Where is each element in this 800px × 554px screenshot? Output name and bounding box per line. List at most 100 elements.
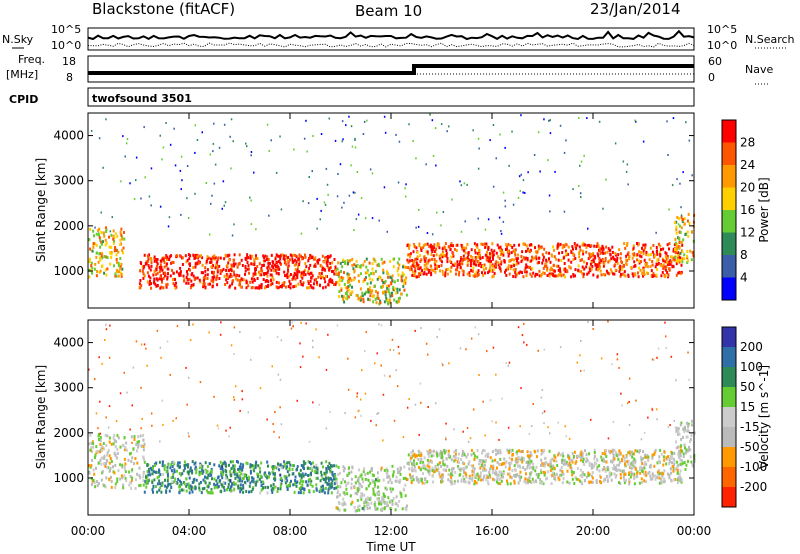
echo-cell <box>647 455 650 459</box>
echo-cell <box>487 247 490 251</box>
echo-cell <box>366 269 369 273</box>
echo-cell <box>592 252 595 256</box>
echo-cell <box>270 139 272 142</box>
echo-cell <box>412 260 415 264</box>
echo-cell <box>252 486 255 490</box>
echo-cell <box>646 261 649 265</box>
echo-cell <box>338 290 341 294</box>
echo-cell <box>454 262 457 266</box>
echo-cell <box>667 426 670 429</box>
echo-cell <box>252 274 255 278</box>
echo-cell <box>565 460 568 464</box>
echo-cell <box>449 269 452 273</box>
colorbar-tick-label: -200 <box>740 480 767 494</box>
echo-cell <box>337 473 340 477</box>
echo-cell <box>166 340 169 343</box>
echo-cell <box>391 291 393 295</box>
echo-cell <box>375 301 378 305</box>
echo-cell <box>537 475 540 479</box>
echo-cell <box>182 469 185 473</box>
echo-cell <box>212 280 215 284</box>
echo-cell <box>99 258 102 262</box>
echo-cell <box>477 333 480 336</box>
echo-cell <box>687 424 690 428</box>
echo-cell <box>679 448 682 452</box>
echo-cell <box>651 260 654 263</box>
echo-cell <box>540 272 543 276</box>
echo-cell <box>618 460 621 464</box>
echo-cell <box>532 271 535 275</box>
echo-cell <box>527 460 530 464</box>
echo-cell <box>650 269 653 273</box>
echo-cell <box>643 466 646 470</box>
echo-cell <box>380 466 383 470</box>
echo-cell <box>315 483 318 487</box>
echo-cell <box>298 263 301 267</box>
echo-cell <box>678 450 680 454</box>
echo-cell <box>221 468 224 471</box>
echo-cell <box>495 452 498 456</box>
echo-cell <box>666 273 669 277</box>
echo-cell <box>167 463 170 467</box>
echo-cell <box>269 273 272 277</box>
echo-cell <box>405 508 408 512</box>
echo-cell <box>583 463 586 467</box>
echo-cell <box>319 283 321 287</box>
echo-cell <box>492 254 494 258</box>
echo-cell <box>601 468 604 472</box>
echo-cell <box>295 468 298 472</box>
echo-cell <box>663 458 666 462</box>
echo-cell <box>170 261 173 265</box>
echo-cell <box>426 458 429 462</box>
echo-cell <box>196 139 199 141</box>
echo-cell <box>159 440 161 443</box>
echo-cell <box>335 268 337 272</box>
echo-cell <box>546 268 549 272</box>
echo-cell <box>105 226 107 230</box>
echo-cell <box>250 154 252 157</box>
echo-cell <box>114 246 116 249</box>
echo-cell <box>668 208 670 211</box>
echo-cell <box>206 273 209 277</box>
echo-cell <box>500 260 503 264</box>
echo-cell <box>124 470 127 474</box>
echo-cell <box>228 435 230 438</box>
echo-cell <box>220 321 222 324</box>
echo-cell <box>277 462 280 466</box>
echo-cell <box>490 248 493 252</box>
echo-cell <box>153 277 156 281</box>
echo-cell <box>400 292 403 296</box>
echo-cell <box>255 256 258 260</box>
echo-cell <box>322 465 324 469</box>
echo-cell <box>181 472 184 476</box>
echo-cell <box>426 252 429 256</box>
echo-cell <box>178 254 181 258</box>
echo-cell <box>140 444 143 448</box>
colorbar-swatch <box>722 210 736 233</box>
echo-cell <box>178 479 181 483</box>
echo-cell <box>476 245 479 249</box>
echo-cell <box>449 259 452 263</box>
echo-cell <box>265 258 268 261</box>
echo-cell <box>99 435 102 439</box>
echo-cell <box>534 250 537 254</box>
echo-cell <box>316 282 319 286</box>
echo-cell <box>277 487 280 491</box>
echo-cell <box>351 285 353 289</box>
echo-cell <box>273 430 275 433</box>
echo-cell <box>286 272 289 276</box>
echo-cell <box>655 408 658 411</box>
echo-cell <box>499 449 502 452</box>
echo-cell <box>356 492 359 496</box>
echo-cell <box>611 448 614 452</box>
echo-cell <box>201 468 204 472</box>
echo-cell <box>426 242 429 246</box>
echo-cell <box>676 254 679 258</box>
echo-cell <box>252 272 255 276</box>
echo-cell <box>673 461 676 464</box>
echo-cell <box>195 256 198 259</box>
echo-cell <box>452 254 455 258</box>
echo-cell <box>474 326 477 329</box>
echo-cell <box>287 484 290 487</box>
echo-cell <box>412 462 415 466</box>
